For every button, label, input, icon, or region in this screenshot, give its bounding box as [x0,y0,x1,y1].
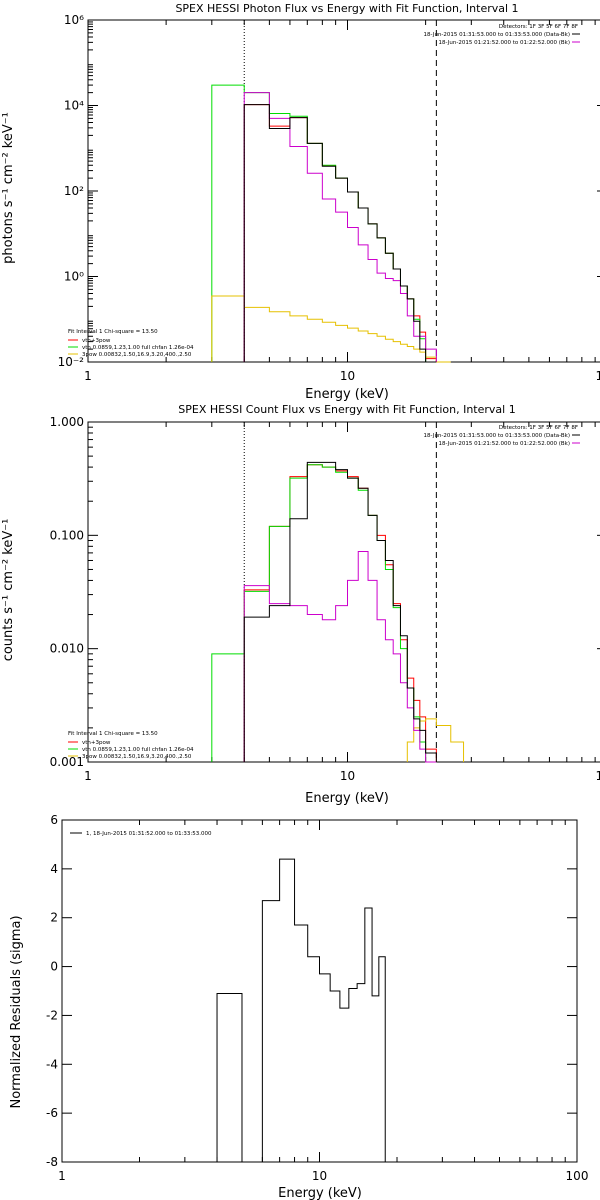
panel3-ytick-label: -2 [46,1008,58,1022]
panel2-ylabel: counts s⁻¹ cm⁻² keV⁻¹ [1,519,16,662]
panel1-xtick-label: 1 [84,369,92,383]
panel1-legend-detectors: Detectors: 1F 3F 5F 6F 7F 8F [499,24,578,30]
panel1-legend-bk: 18-Jun-2015 01:21:52.000 to 01:22:52.000… [438,40,570,46]
plot-layer: 11010010⁻²10⁰10²10⁴10⁶1101000.0010.0100.… [46,13,600,1183]
panel1-xtick-label: 10 [340,369,355,383]
panel2-ytick-label: 0.001 [50,755,84,769]
panel1: 1 10 100 10⁻² 10⁰ 10² 10⁴ 10⁶ [58,13,600,383]
panel2-legend-vth: vth 0.0859,1.23,1.00 full chfan 1.26e-04 [82,747,194,753]
panel1-ytick-label: 10⁻² [58,355,85,369]
panel1-legend-data-bk: 18-Jun-2015 01:31:53.000 to 01:33:53.000… [424,32,570,38]
panel3-ytick-label: -4 [46,1057,58,1071]
panel2-ytick-label: 0.010 [50,642,84,656]
panel1-title: SPEX HESSI Photon Flux vs Energy with Fi… [175,2,518,15]
panel3: 1 10 100 -8 -6 -4 -2 0 2 4 6 [46,813,588,1183]
panel3-legend: 1, 18-Jun-2015 01:31:52.000 to 01:33:53.… [70,831,212,837]
panel1-ytick-label: 10⁰ [64,270,84,284]
panel1-ytick-label: 10⁶ [64,13,84,27]
panel1-legend-fit-interval: Fit Interval 1 Chi-square = 13.50 [68,329,158,335]
panel3-ytick-label: -6 [46,1106,58,1120]
panel3-ytick-label: 4 [50,862,58,876]
panel2-title: SPEX HESSI Count Flux vs Energy with Fit… [178,403,515,416]
panel1-legend-vth3pow: vth+3pow [82,338,111,344]
panel2: 1 10 100 0.001 0.010 0.100 1.000 [50,415,600,783]
panel2-legend-fit-interval: Fit Interval 1 Chi-square = 13.50 [68,731,158,737]
panel1-ytick-label: 10² [64,184,84,198]
panel1-legend-top-right: Detectors: 1F 3F 5F 6F 7F 8F 18-Jun-2015… [424,24,580,46]
panel2-legend-bk: 18-Jun-2015 01:21:52.000 to 01:22:52.000… [438,441,570,447]
panel1-series-3pow [211,295,451,363]
panel2-ytick-label: 1.000 [50,415,84,429]
panel3-ylabel: Normalized Residuals (sigma) [9,915,24,1108]
panel2-legend-top-right: Detectors: 1F 3F 5F 6F 7F 8F 18-Jun-2015… [424,425,580,447]
panel1-ylabel: photons s⁻¹ cm⁻² keV⁻¹ [1,112,16,264]
panel1-ytick-label: 10⁴ [64,99,84,113]
panel3-xlabel: Energy (keV) [278,1186,362,1200]
panel1-legend-bottom-left: Fit Interval 1 Chi-square = 13.50 vth+3p… [68,329,194,358]
panel3-xtick-label: 1 [58,1169,66,1183]
panel2-series-3pow [406,718,465,762]
panel3-ytick-label: 6 [50,813,58,827]
panel2-xtick-label: 10 [340,769,355,783]
panel2-legend-bottom-left: Fit Interval 1 Chi-square = 13.50 vth+3p… [68,731,194,760]
panel3-xtick-label: 100 [566,1169,589,1183]
panel2-xtick-label: 1 [84,769,92,783]
panel1-legend-vth: vth 0.0859,1.23,1.00 full chfan 1.26e-04 [82,345,194,351]
panel1-series-bk [243,92,437,362]
panel3-ytick-label: 0 [50,960,58,974]
panel2-legend-detectors: Detectors: 1F 3F 5F 6F 7F 8F [499,425,578,431]
panel2-xlabel: Energy (keV) [305,791,389,806]
panel2-legend-data-bk: 18-Jun-2015 01:31:53.000 to 01:33:53.000… [424,433,570,439]
panel1-xlabel: Energy (keV) [305,387,389,402]
panel2-ytick-label: 0.100 [50,528,84,542]
panel1-series-data-bk [243,104,437,363]
panel2-legend-3pow: 3pow 0.00832,1.50,16.9,3.20,400.,2.50 [82,754,192,760]
panel2-legend-vth3pow: vth+3pow [82,740,111,746]
panel3-ytick-label: -8 [46,1155,58,1169]
panel3-legend-label: 1, 18-Jun-2015 01:31:52.000 to 01:33:53.… [86,831,212,837]
panel1-legend-3pow: 3pow 0.00832,1.50,16.9,3.20,400.,2.50 [82,352,192,358]
panel3-xtick-label: 10 [312,1169,327,1183]
panel3-series-1-18-jun-2015-01-31-52-000-to-01-33-53-000 [216,858,386,1163]
panel1-xtick-label: 100 [596,369,600,383]
panel2-xtick-label: 100 [596,769,600,783]
panel3-ytick-label: 2 [50,911,58,925]
panel2-series-data-bk [243,461,437,762]
